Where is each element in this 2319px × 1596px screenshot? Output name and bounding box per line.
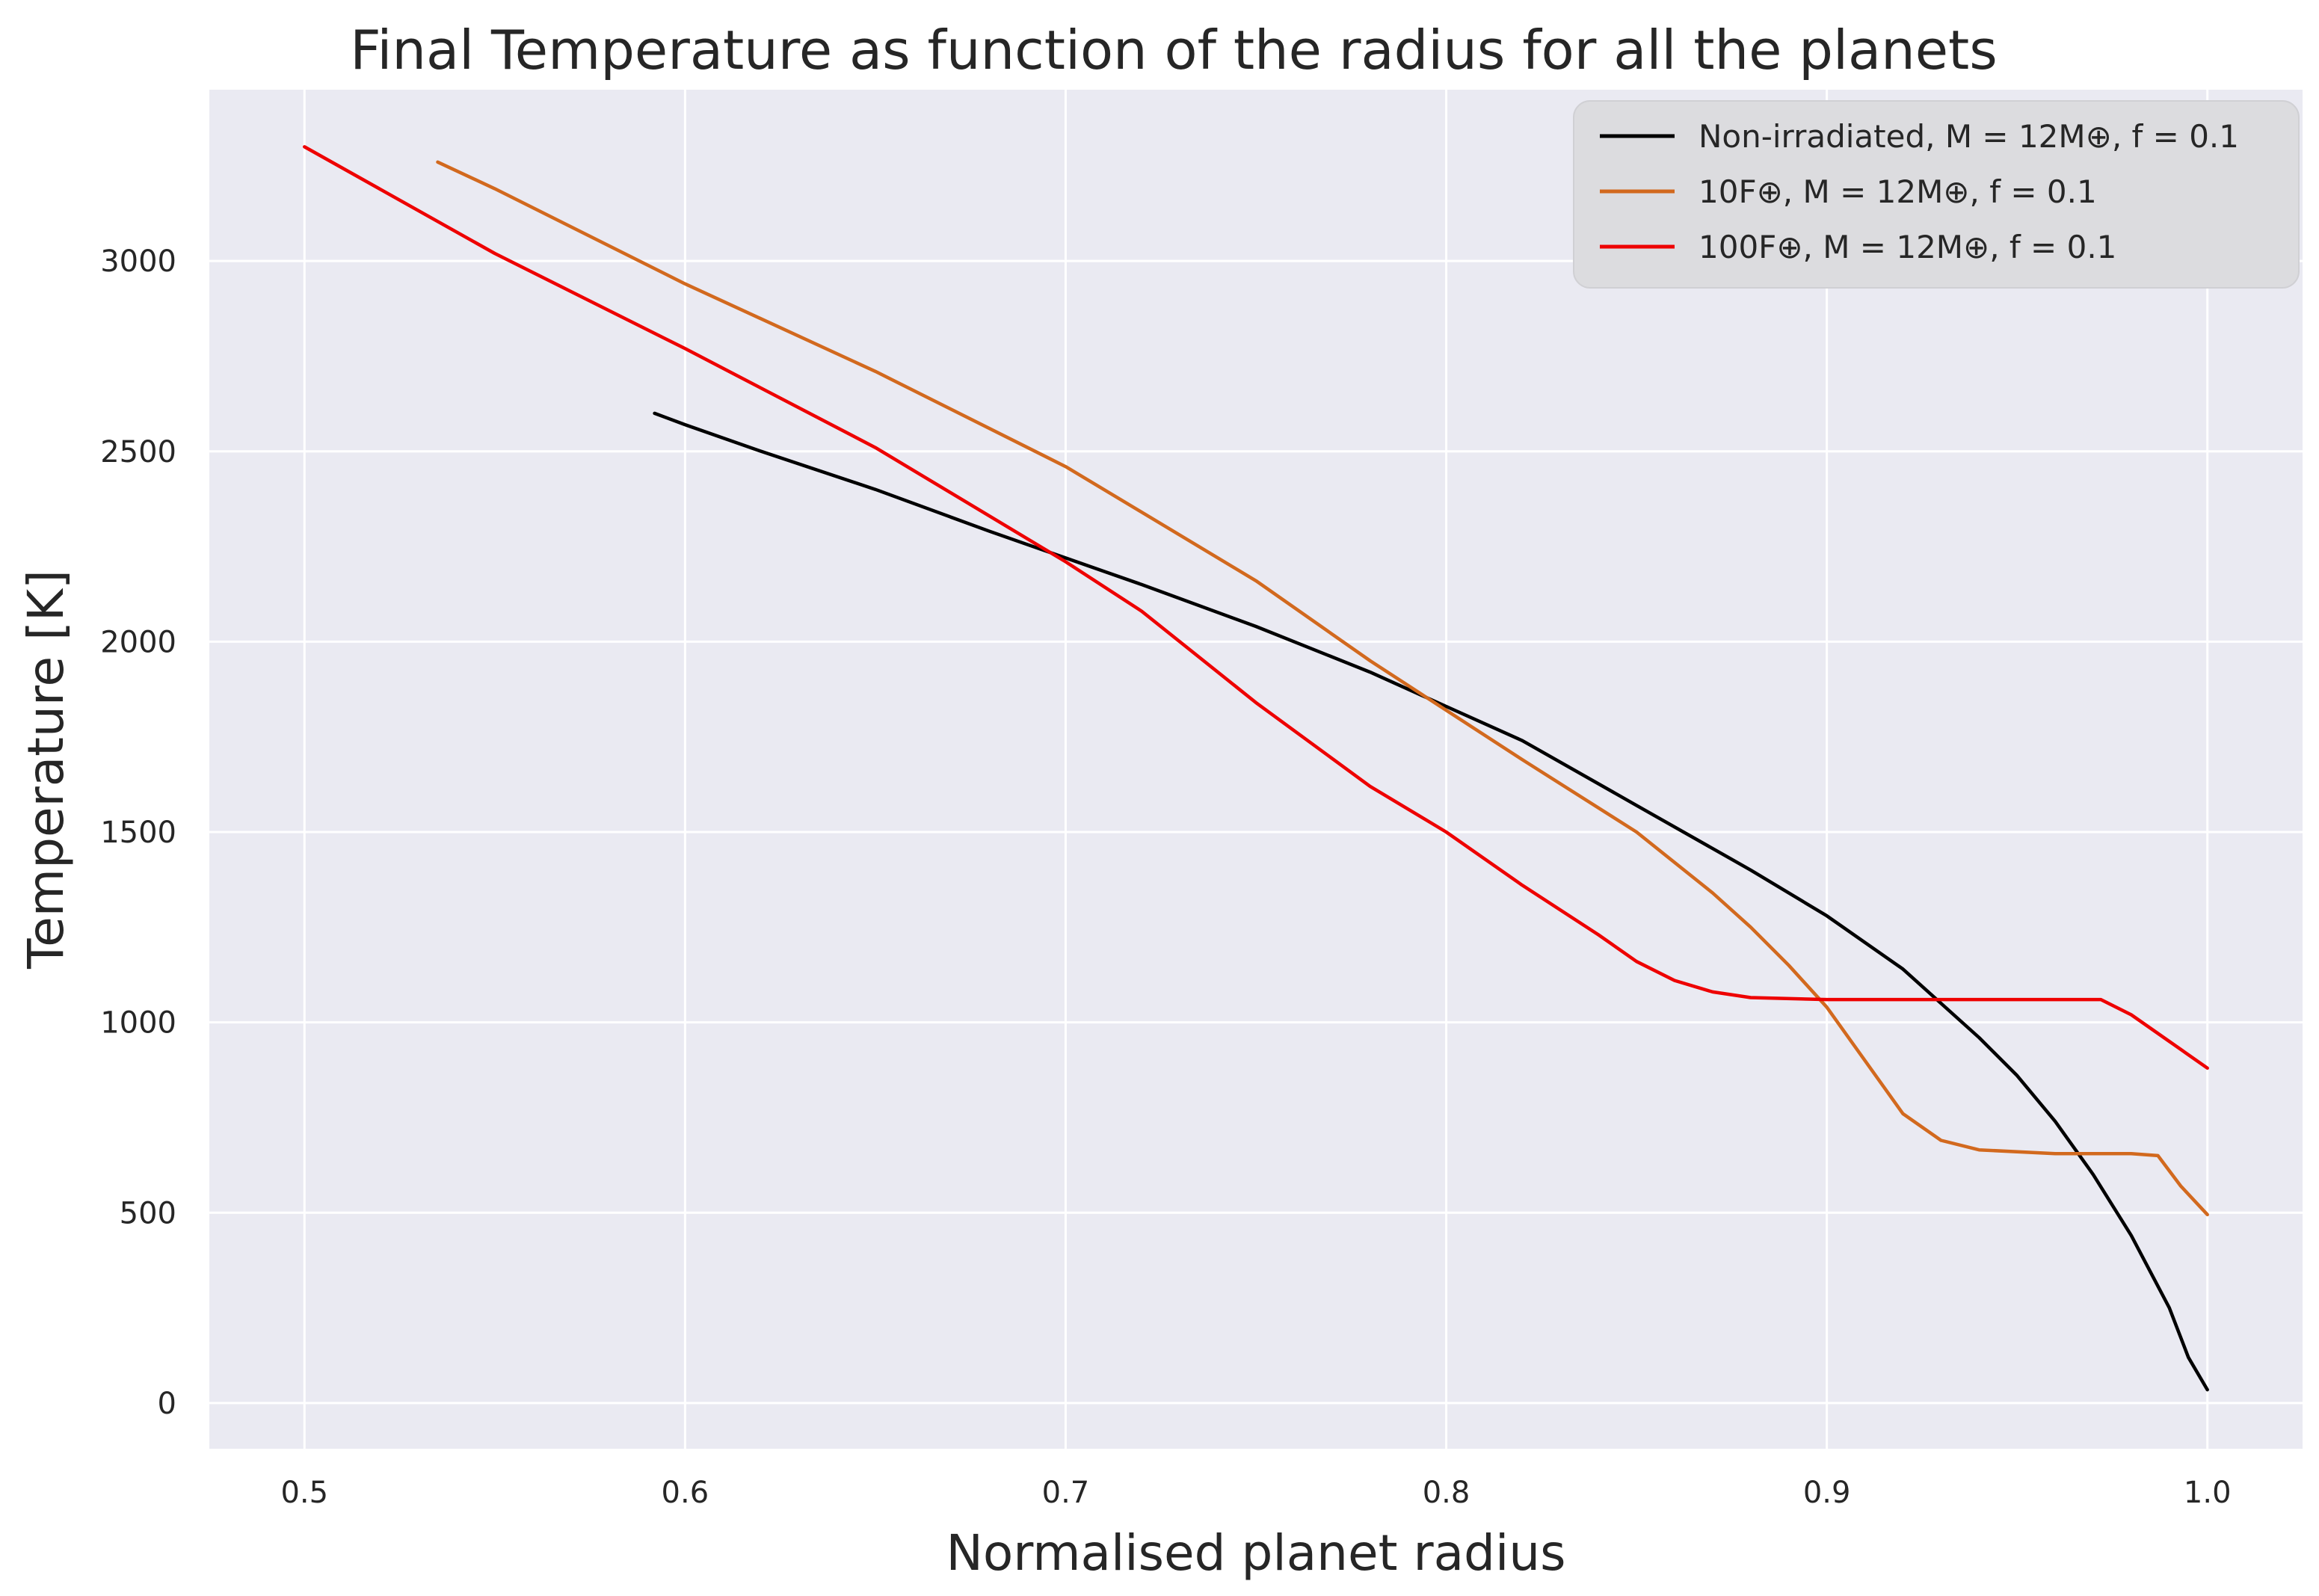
x-tick-labels: 0.5 0.6 0.7 0.8 0.9 1.0 (280, 1476, 2231, 1510)
y-tick-label: 3000 (100, 244, 176, 279)
y-tick-label: 0 (158, 1387, 176, 1421)
x-axis-label: Normalised planet radius (946, 1524, 1566, 1582)
x-tick-label: 0.7 (1042, 1476, 1090, 1510)
series-line-2 (303, 145, 2209, 1070)
legend-label-1: 10F⊕, M = 12M⊕, f = 0.1 (1699, 173, 2097, 210)
series-line-0 (653, 411, 2209, 1392)
x-tick-label: 0.9 (1803, 1476, 1851, 1510)
y-tick-label: 1000 (100, 1006, 176, 1041)
legend: Non-irradiated, M = 12M⊕, f = 0.1 10F⊕, M… (1573, 100, 2300, 289)
x-tick-label: 0.8 (1423, 1476, 1470, 1510)
plot-area (209, 90, 2303, 1449)
series-line-1 (436, 160, 2209, 1217)
series-group (303, 145, 2209, 1392)
legend-label-2: 100F⊕, M = 12M⊕, f = 0.1 (1699, 229, 2116, 265)
x-tick-label: 0.6 (662, 1476, 709, 1510)
y-tick-labels: 0 500 1000 1500 2000 2500 3000 (100, 244, 176, 1421)
x-tick-label: 0.5 (280, 1476, 328, 1510)
chart-title: Final Temperature as function of the rad… (350, 19, 1998, 81)
legend-label-0: Non-irradiated, M = 12M⊕, f = 0.1 (1699, 118, 2239, 155)
y-axis-label: Temperature [K] (17, 570, 75, 970)
x-tick-label: 1.0 (2184, 1476, 2232, 1510)
legend-box (1573, 100, 2300, 289)
y-tick-label: 500 (120, 1196, 176, 1230)
y-tick-label: 2500 (100, 435, 176, 469)
y-tick-label: 2000 (100, 625, 176, 659)
y-tick-label: 1500 (100, 816, 176, 850)
